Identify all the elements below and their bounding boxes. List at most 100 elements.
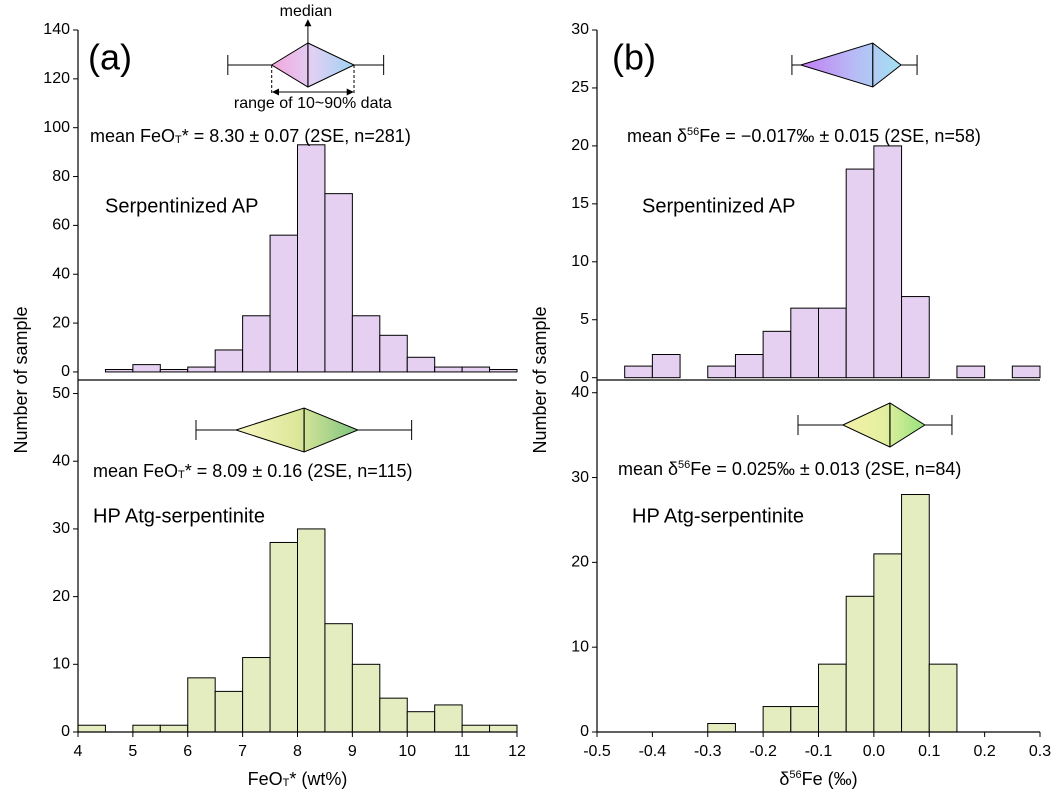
bar <box>406 711 436 733</box>
panel-label: (a) <box>88 37 132 78</box>
bar <box>818 663 847 733</box>
bar <box>269 541 298 733</box>
bar <box>901 494 930 733</box>
x-tick-label: 11 <box>454 743 471 760</box>
text-part: 56 <box>678 459 690 471</box>
x-tick-label: -0.3 <box>694 743 722 760</box>
y-tick-label: 10 <box>571 253 589 270</box>
x-tick-label: 0.3 <box>1029 743 1051 760</box>
bar <box>297 528 326 733</box>
y-tick-label: 0 <box>580 369 589 386</box>
x-tick-label: 9 <box>348 743 357 760</box>
text-part: Fe = −0.017‰ ± 0.015 (2SE, n=58) <box>699 126 981 146</box>
bar <box>269 234 298 373</box>
bar <box>297 144 326 373</box>
bar <box>651 354 681 379</box>
x-axis-label: δ56Fe (‰) <box>779 769 857 789</box>
annotation: median <box>280 3 332 20</box>
bar <box>461 724 491 733</box>
x-tick-label: 10 <box>398 743 416 760</box>
bar <box>734 354 764 379</box>
bar <box>901 296 930 379</box>
text-part: mean FeO <box>90 126 175 146</box>
bar <box>406 356 436 373</box>
bar <box>214 349 244 373</box>
bar <box>104 368 134 373</box>
bar <box>351 663 381 733</box>
y-tick-label: 5 <box>580 311 589 328</box>
y-tick-label: 10 <box>52 656 70 673</box>
bar <box>624 365 653 379</box>
y-tick-label: 40 <box>52 452 70 469</box>
y-tick-label: 140 <box>43 21 70 38</box>
stat-label: mean δ56Fe = 0.025‰ ± 0.013 (2SE, n=84) <box>618 459 961 479</box>
x-tick-label: -0.5 <box>583 743 611 760</box>
bar <box>324 623 353 733</box>
y-tick-label: 120 <box>43 70 70 87</box>
range-diamond <box>841 402 926 448</box>
y-tick-label: 15 <box>571 195 589 212</box>
y-tick-label: 20 <box>571 137 589 154</box>
bar <box>159 724 189 733</box>
y-tick-label: 20 <box>52 588 70 605</box>
series-label: HP Atg-serpentinite <box>632 505 804 527</box>
x-tick-label: 7 <box>238 743 247 760</box>
text-part: * = 8.09 ± 0.16 (2SE, n=115) <box>185 461 413 481</box>
bar <box>818 307 847 379</box>
y-axis-label: Number of sample <box>530 306 550 453</box>
bar <box>790 706 819 733</box>
x-tick-label: 0.1 <box>918 743 940 760</box>
text-part: Fe (‰) <box>802 769 858 789</box>
y-tick-label: 25 <box>571 79 589 96</box>
range-diamond <box>270 42 356 88</box>
text-part: mean δ <box>627 126 687 146</box>
y-tick-label: 20 <box>52 314 70 331</box>
bar <box>489 724 518 733</box>
x-tick-label: -0.4 <box>639 743 667 760</box>
annotation: range of 10~90% data <box>234 95 392 112</box>
y-tick-label: 0 <box>61 363 70 380</box>
y-tick-label: 0 <box>61 723 70 740</box>
bar <box>790 307 819 379</box>
bar <box>762 706 792 733</box>
text-part: Fe = 0.025‰ ± 0.013 (2SE, n=84) <box>690 459 961 479</box>
bar <box>873 145 903 379</box>
bar <box>379 334 408 373</box>
y-tick-label: 100 <box>43 119 70 136</box>
bar <box>461 366 491 373</box>
y-tick-label: 60 <box>52 217 70 234</box>
bar <box>707 723 736 733</box>
text-part: 56 <box>789 769 801 781</box>
x-tick-label: 4 <box>74 743 83 760</box>
stat-label: mean δ56Fe = −0.017‰ ± 0.015 (2SE, n=58) <box>627 126 981 146</box>
x-tick-label: 6 <box>183 743 192 760</box>
series-label: HP Atg-serpentinite <box>93 505 265 527</box>
panel-label: (b) <box>612 37 656 78</box>
range-diamond <box>799 42 902 88</box>
bar <box>187 366 216 373</box>
bar <box>928 663 958 733</box>
bar <box>159 368 189 373</box>
bar <box>489 368 518 373</box>
stat-label: mean FeOT* = 8.30 ± 0.07 (2SE, n=281) <box>90 126 411 146</box>
y-tick-label: 40 <box>52 265 70 282</box>
bar <box>324 193 353 373</box>
x-tick-label: 12 <box>508 743 526 760</box>
bar <box>762 330 792 379</box>
bar <box>214 690 244 733</box>
bar <box>187 677 216 733</box>
text-part: T <box>178 469 185 481</box>
bar <box>351 315 381 373</box>
text-part: * (wt%) <box>289 769 347 789</box>
text-part: * = 8.30 ± 0.07 (2SE, n=281) <box>182 126 411 146</box>
y-tick-label: 80 <box>52 168 70 185</box>
text-part: T <box>283 777 290 789</box>
text-part: T <box>175 134 182 146</box>
text-part: FeO <box>248 769 283 789</box>
y-tick-label: 20 <box>571 554 589 571</box>
bar <box>1011 365 1041 379</box>
y-tick-label: 30 <box>571 21 589 38</box>
bar <box>845 168 875 379</box>
y-tick-label: 50 <box>52 385 70 402</box>
